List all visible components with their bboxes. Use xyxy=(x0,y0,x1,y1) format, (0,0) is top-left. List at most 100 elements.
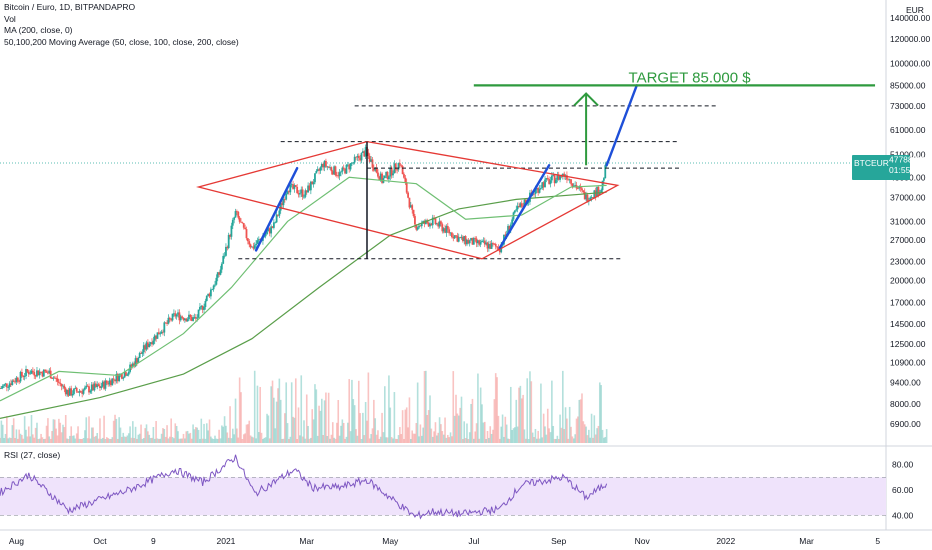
volume-bar xyxy=(155,421,157,443)
candle-body xyxy=(115,374,118,382)
candle-body xyxy=(483,240,486,245)
candle-body xyxy=(155,335,158,339)
volume-bar xyxy=(41,437,44,443)
volume-bar xyxy=(116,438,119,443)
volume-bar xyxy=(514,427,516,443)
candle-body xyxy=(57,381,60,383)
y-tick-label: 31000.00 xyxy=(890,216,926,226)
volume-bar xyxy=(340,425,342,443)
volume-bar xyxy=(207,430,209,443)
candle-body xyxy=(331,171,334,175)
candle-body xyxy=(485,242,488,245)
candle-body xyxy=(344,168,346,174)
volume-bar xyxy=(17,438,19,443)
candle-body xyxy=(568,179,571,181)
volume-bar xyxy=(112,420,115,443)
volume-bar xyxy=(366,420,368,443)
candle-body xyxy=(133,363,136,367)
candle-body xyxy=(122,377,125,379)
volume-bar xyxy=(32,434,34,443)
x-tick-label: Mar xyxy=(299,536,314,546)
candle-body xyxy=(456,235,459,242)
candle-body xyxy=(116,374,119,382)
volume-bar xyxy=(251,436,253,443)
volume-bar xyxy=(236,428,238,443)
candle-body xyxy=(496,246,498,248)
volume-bar xyxy=(12,418,15,443)
volume-bar xyxy=(59,422,62,443)
candle-body xyxy=(540,188,542,189)
volume-bar xyxy=(219,438,222,443)
volume-bar xyxy=(571,436,574,443)
candle-body xyxy=(379,173,382,181)
volume-bar xyxy=(164,436,167,443)
candle-body xyxy=(120,373,123,379)
volume-bar xyxy=(378,438,381,443)
volume-bar xyxy=(305,394,308,443)
volume-bar xyxy=(368,438,371,443)
candle-body xyxy=(207,293,210,296)
volume-bar xyxy=(74,438,77,443)
volume-bar xyxy=(195,427,197,443)
candle-body xyxy=(357,155,360,158)
volume-bar xyxy=(437,432,440,443)
volume-bar xyxy=(163,428,166,443)
x-tick-label: 2021 xyxy=(216,536,235,546)
candle-body xyxy=(455,235,457,237)
legend-symbol: Bitcoin / Euro, 1D, BITPANDAPRO xyxy=(4,2,136,12)
volume-bar xyxy=(144,428,146,443)
candle-body xyxy=(337,175,340,177)
volume-bar xyxy=(446,434,449,443)
candle-body xyxy=(75,387,78,392)
candle-body xyxy=(407,192,409,198)
volume-bar xyxy=(51,431,53,443)
volume-bar xyxy=(148,434,151,443)
candle-body xyxy=(355,156,357,158)
volume-bar xyxy=(396,438,398,443)
volume-bar xyxy=(364,402,367,443)
volume-bar xyxy=(122,432,125,443)
volume-bar xyxy=(185,431,188,443)
volume-bar xyxy=(541,437,544,443)
volume-bar xyxy=(322,434,324,443)
y-tick-label: 27000.00 xyxy=(890,235,926,245)
volume-bar xyxy=(415,423,418,443)
volume-bar xyxy=(520,398,523,443)
volume-bar xyxy=(4,433,7,443)
candle-body xyxy=(482,240,485,242)
volume-bar xyxy=(175,425,178,443)
volume-bar xyxy=(379,436,382,443)
candle-body xyxy=(390,167,393,176)
volume-bar xyxy=(412,433,415,443)
volume-bar xyxy=(436,435,438,443)
volume-bar xyxy=(455,394,457,443)
volume-bar xyxy=(512,428,515,443)
candle-body xyxy=(146,342,149,348)
volume-bar xyxy=(477,373,479,443)
volume-bar xyxy=(294,378,297,443)
candle-body xyxy=(23,376,26,377)
volume-bar xyxy=(344,438,346,443)
volume-bar xyxy=(504,416,507,443)
candle-body xyxy=(481,240,483,243)
candle-body xyxy=(590,197,593,198)
volume-bar xyxy=(420,435,423,443)
candle-body xyxy=(314,173,316,183)
candle-body xyxy=(288,191,290,193)
candle-body xyxy=(118,374,121,382)
candle-body xyxy=(21,372,23,377)
candle-body xyxy=(327,166,330,168)
candle-body xyxy=(389,167,392,177)
volume-bar xyxy=(140,424,142,443)
volume-bar xyxy=(441,431,444,443)
candle-body xyxy=(582,190,585,192)
volume-bar xyxy=(33,437,36,443)
x-tick-label: 5 xyxy=(875,536,880,546)
legend-ma: MA (200, close, 0) xyxy=(4,25,73,35)
volume-bar xyxy=(318,405,320,443)
volume-bar xyxy=(422,427,424,443)
volume-bar xyxy=(134,426,137,443)
candle-body xyxy=(479,242,482,245)
volume-bar xyxy=(173,438,175,443)
